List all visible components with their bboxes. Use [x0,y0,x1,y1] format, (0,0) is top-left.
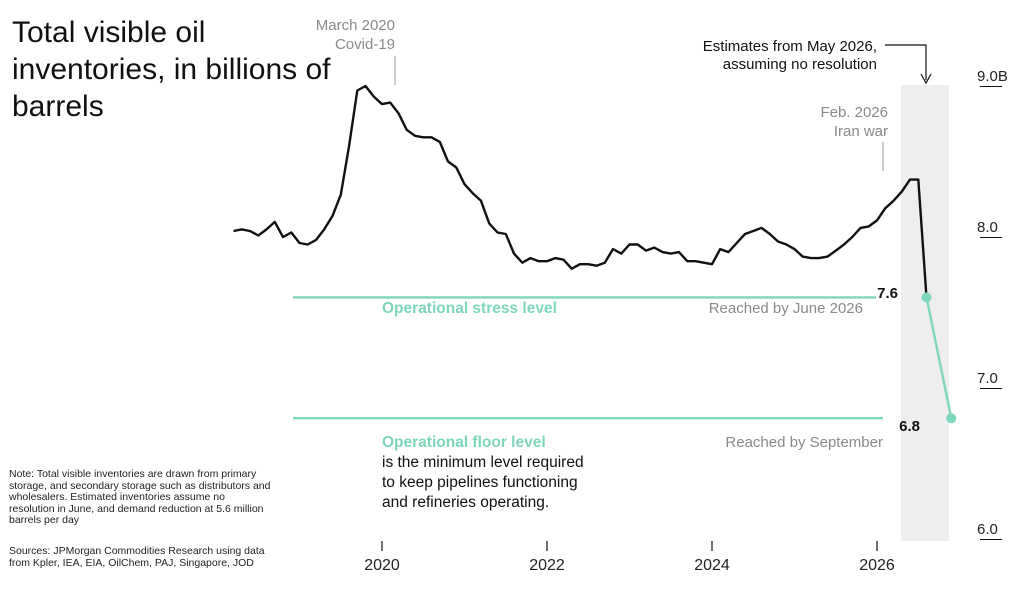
sources: Sources: JPMorgan Commodities Research u… [9,545,265,569]
chart-title: Total visible oil inventories, in billio… [12,16,331,123]
stress-level-name: Operational stress level [382,300,557,317]
x-tick-label: 2024 [694,557,730,574]
iran-annotation-date: Feb. 2026 [820,104,888,121]
y-tick-label: 6.0 [977,521,998,538]
iran-annotation-label: Iran war [834,123,888,140]
floor-value-label: 6.8 [899,418,920,435]
floor-level-desc-2: to keep pipelines functioning [382,474,578,491]
x-axis: 2020 2022 2024 2026 [364,541,895,574]
estimate-annotation-line2: assuming no resolution [723,56,877,73]
stress-level-reached: Reached by June 2026 [709,300,863,317]
stress-value-label: 7.6 [877,285,898,302]
floor-level-reached: Reached by September [725,434,883,451]
x-tick-label: 2022 [529,557,565,574]
x-tick-label: 2020 [364,557,400,574]
estimate-shade [901,85,949,541]
inventory-line [233,84,928,298]
floor-level-desc-1: is the minimum level required [382,454,584,471]
y-axis: 6.0 7.0 8.0 9.0B [977,68,1008,540]
y-tick-label: 7.0 [977,370,998,387]
floor-point [946,413,957,424]
x-tick-label: 2026 [859,557,895,574]
estimate-annotation-arrow-line [885,44,927,80]
estimate-annotation-arrowhead [920,73,932,85]
stress-point [921,292,932,303]
y-tick-label: 8.0 [977,219,998,236]
footnote: Note: Total visible inventories are draw… [9,468,271,526]
covid-annotation-label: Covid-19 [335,36,395,53]
floor-level-desc-3: and refineries operating. [382,494,549,511]
floor-level-name: Operational floor level [382,434,546,451]
covid-annotation-date: March 2020 [316,17,395,34]
estimate-annotation-line1: Estimates from May 2026, [703,38,877,55]
estimate-line [925,297,953,419]
y-tick-label: 9.0B [977,68,1008,85]
